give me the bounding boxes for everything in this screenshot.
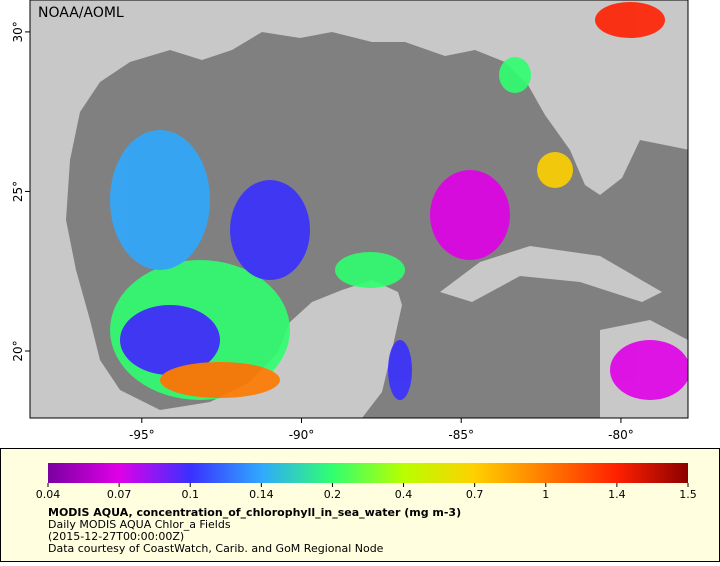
colorbar-tick-label: 1.5 <box>679 488 697 501</box>
x-tick-label: -95° <box>129 428 155 442</box>
map-label: NOAA/AOML <box>38 5 124 21</box>
colorbar-tick-label: 1 <box>542 488 549 501</box>
colorbar-tick-label: 0.4 <box>395 488 413 501</box>
x-tick-label: -90° <box>289 428 315 442</box>
colorbar-tick-label: 0.2 <box>324 488 342 501</box>
colorbar-tick-label: 0.14 <box>249 488 274 501</box>
y-tick-label: 30° <box>11 21 25 42</box>
x-tick-label: -85° <box>448 428 474 442</box>
caption-title: MODIS AQUA, concentration_of_chlorophyll… <box>48 506 461 519</box>
caption-line: (2015-12-27T00:00:00Z) <box>48 530 184 543</box>
y-tick-label: 25° <box>11 181 25 202</box>
colorbar-tick-label: 0.1 <box>181 488 199 501</box>
colorbar-tick-label: 0.04 <box>36 488 61 501</box>
land <box>30 0 688 418</box>
map-frame <box>29 0 689 419</box>
colorbar-tick-label: 1.4 <box>608 488 626 501</box>
y-tick-label: 20° <box>11 340 25 361</box>
chlorophyll <box>110 2 688 400</box>
colorbar-tick-label: 0.07 <box>107 488 132 501</box>
caption-line: Data courtesy of CoastWatch, Carib. and … <box>48 542 384 555</box>
x-tick-label: -80° <box>608 428 634 442</box>
colorbar <box>48 463 688 483</box>
colorbar-tick-label: 0.7 <box>466 488 484 501</box>
land <box>440 246 662 302</box>
caption-line: Daily MODIS AQUA Chlor_a Fields <box>48 518 231 531</box>
map <box>30 0 688 418</box>
